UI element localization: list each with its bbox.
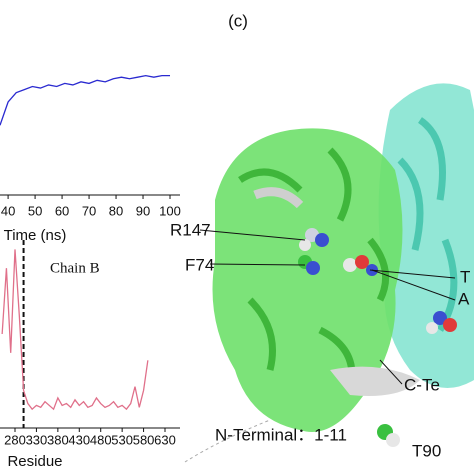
x-tick-label: 80 — [109, 203, 123, 218]
x-tick-label: 430 — [68, 432, 90, 447]
x-tick-label: 90 — [136, 203, 150, 218]
residue-label: F74 — [185, 255, 214, 274]
x-tick-label: 70 — [82, 203, 96, 218]
x-tick-label: 40 — [1, 203, 15, 218]
data-line — [1, 249, 149, 411]
residue-label: R147 — [170, 220, 211, 239]
x-axis-label: Time (ns) — [4, 227, 67, 244]
residue-label: T90 — [412, 441, 441, 460]
residue-label: T — [460, 267, 470, 286]
protein-structure — [184, 83, 474, 463]
residue-label: A — [458, 289, 470, 308]
x-tick-label: 580 — [133, 432, 155, 447]
x-tick-label: 330 — [26, 432, 48, 447]
x-tick-label: 280 — [4, 432, 26, 447]
x-tick-label: 380 — [47, 432, 69, 447]
x-tick-label: 630 — [154, 432, 176, 447]
annotation: Chain B — [50, 260, 100, 276]
residue-label: C-Te — [404, 375, 440, 394]
n-terminal-label: N-Terminal：1-11 — [215, 425, 347, 444]
x-tick-label: 480 — [90, 432, 112, 447]
x-axis-label: Residue — [7, 453, 62, 470]
data-line — [0, 74, 171, 126]
x-tick-label: 100 — [159, 203, 181, 218]
x-tick-label: 50 — [28, 203, 42, 218]
x-tick-label: 60 — [55, 203, 69, 218]
x-tick-label: 530 — [111, 432, 133, 447]
panel-label: (c) — [228, 11, 248, 30]
